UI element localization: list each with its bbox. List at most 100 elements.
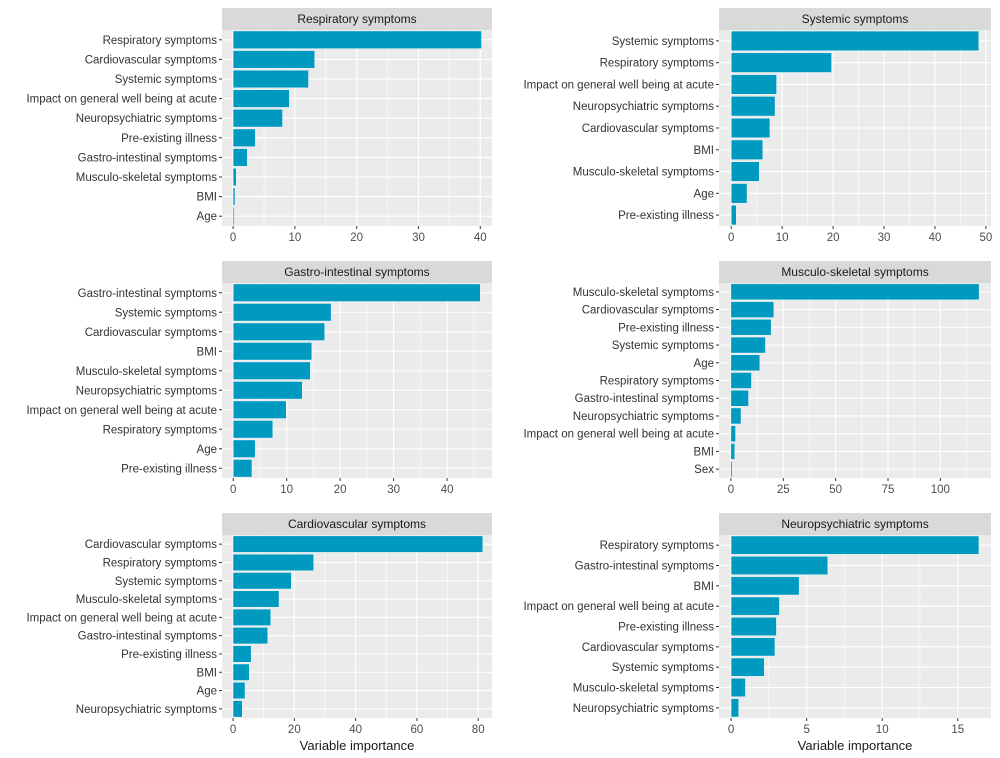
- y-tick-label: Sex: [694, 464, 714, 476]
- panel-2: Systemic symptoms Systemic symptoms Respir…: [523, 8, 992, 244]
- bar: [730, 283, 980, 301]
- y-tick-label: Musculo-skeletal symptoms: [76, 594, 217, 606]
- bar: [233, 439, 256, 458]
- bar: [232, 663, 250, 681]
- y-tick-label: Age: [694, 358, 714, 370]
- y-tick-label: Impact on general well being at acute: [523, 601, 714, 613]
- y-tick-label: Impact on general well being at acute: [523, 429, 714, 441]
- y-tick-label: BMI: [694, 446, 714, 458]
- y-tick-label: Neuropsychiatric symptoms: [76, 385, 217, 397]
- bar: [232, 608, 271, 626]
- bar: [730, 336, 766, 354]
- bar: [232, 128, 256, 147]
- y-tick-label: Pre-existing illness: [618, 322, 714, 334]
- y-tick-label: Musculo-skeletal symptoms: [76, 366, 217, 378]
- y-tick-label: Cardiovascular symptoms: [85, 54, 218, 66]
- bar: [730, 372, 752, 389]
- panel-title: Cardiovascular symptoms: [288, 517, 426, 531]
- bar: [730, 301, 775, 318]
- y-tick-label: Impact on general well being at acute: [26, 612, 217, 624]
- x-tick-label: 15: [951, 724, 964, 736]
- bar: [730, 596, 780, 616]
- bar: [233, 303, 332, 322]
- y-tick-label: Impact on general well being at acute: [26, 405, 217, 417]
- y-tick-label: Pre-existing illness: [618, 622, 714, 634]
- x-tick-label: 40: [474, 232, 487, 244]
- bar: [233, 381, 303, 400]
- panel-strip: [222, 513, 492, 535]
- bar: [232, 682, 246, 699]
- y-tick-label: Neuropsychiatric symptoms: [573, 411, 714, 423]
- bar: [232, 187, 236, 206]
- x-tick-label: 25: [777, 484, 790, 496]
- bar: [232, 89, 290, 108]
- panel-strip: [719, 513, 991, 535]
- panel-strip: [719, 8, 991, 30]
- y-tick-label: BMI: [694, 581, 714, 593]
- y-tick-label: Cardiovascular symptoms: [582, 123, 715, 135]
- y-tick-label: Musculo-skeletal symptoms: [573, 683, 714, 695]
- x-tick-label: 0: [230, 232, 236, 244]
- y-tick-label: Musculo-skeletal symptoms: [76, 172, 217, 184]
- x-tick-label: 50: [980, 232, 993, 244]
- bar: [232, 645, 252, 663]
- bar: [232, 572, 292, 590]
- x-tick-label: 20: [288, 724, 301, 736]
- y-tick-label: Neuropsychiatric symptoms: [76, 113, 217, 125]
- y-tick-label: Systemic symptoms: [612, 340, 714, 352]
- panel-strip: [222, 261, 492, 283]
- bar: [730, 319, 772, 336]
- bar: [232, 109, 283, 128]
- y-tick-label: Respiratory symptoms: [103, 35, 218, 47]
- bar: [232, 167, 237, 187]
- bar: [731, 117, 771, 138]
- y-tick-label: Pre-existing illness: [121, 463, 217, 475]
- y-tick-label: Systemic symptoms: [612, 662, 714, 674]
- y-tick-label: Gastro-intestinal symptoms: [78, 631, 218, 643]
- bar: [730, 390, 749, 407]
- y-tick-label: Neuropsychiatric symptoms: [76, 704, 217, 716]
- y-tick-label: Impact on general well being at acute: [523, 79, 714, 91]
- bar: [731, 96, 776, 117]
- y-tick-label: Pre-existing illness: [618, 210, 714, 222]
- bar: [731, 205, 737, 226]
- x-tick-label: 20: [334, 484, 347, 496]
- bar: [232, 50, 315, 69]
- y-tick-label: Age: [197, 444, 217, 456]
- x-axis-label: Variable importance: [300, 738, 415, 753]
- panel-5: Cardiovascular symptoms Cardiovascular sy…: [26, 513, 492, 753]
- panel-title: Neuropsychiatric symptoms: [781, 517, 928, 531]
- bar: [730, 535, 980, 555]
- x-tick-label: 40: [929, 232, 942, 244]
- bar: [730, 576, 800, 596]
- y-tick-label: BMI: [197, 667, 217, 679]
- bar: [232, 30, 482, 49]
- bar: [232, 627, 268, 645]
- y-tick-label: Systemic symptoms: [612, 36, 714, 48]
- y-tick-label: Neuropsychiatric symptoms: [573, 703, 714, 715]
- bar: [730, 617, 777, 636]
- x-tick-label: 0: [728, 484, 734, 496]
- bar: [730, 556, 828, 575]
- bar: [731, 183, 748, 204]
- bar: [730, 425, 736, 442]
- panel-title: Musculo-skeletal symptoms: [781, 265, 928, 279]
- y-tick-label: BMI: [694, 145, 714, 157]
- y-tick-label: Systemic symptoms: [115, 74, 217, 86]
- bar: [730, 460, 733, 478]
- y-tick-label: Neuropsychiatric symptoms: [573, 101, 714, 113]
- x-tick-label: 40: [349, 724, 362, 736]
- y-tick-label: Age: [197, 686, 217, 698]
- x-tick-label: 60: [411, 724, 424, 736]
- x-tick-label: 50: [829, 484, 842, 496]
- x-tick-label: 30: [878, 232, 891, 244]
- y-tick-label: BMI: [197, 192, 217, 204]
- panel-title: Systemic symptoms: [802, 12, 909, 26]
- y-tick-label: Respiratory symptoms: [103, 557, 218, 569]
- bar: [730, 443, 735, 460]
- y-tick-label: Musculo-skeletal symptoms: [573, 287, 714, 299]
- y-tick-label: Impact on general well being at acute: [26, 94, 217, 106]
- panel-1: Respiratory symptoms Respiratory symptoms…: [26, 8, 492, 244]
- y-tick-label: Respiratory symptoms: [600, 58, 715, 70]
